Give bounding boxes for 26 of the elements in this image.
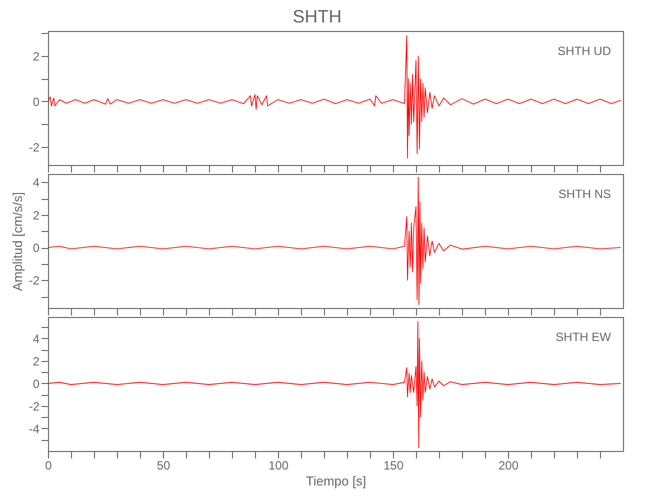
y-tick-label: -2 <box>28 140 40 154</box>
chart-title: SHTH <box>292 6 342 26</box>
y-tick-label: -4 <box>28 422 40 436</box>
y-tick-label: 0 <box>32 94 40 109</box>
y-tick-label: 2 <box>32 354 40 368</box>
y-axis-title: Amplitud [cm/s/s] <box>10 192 25 291</box>
line-series <box>48 35 622 159</box>
y-tick-label: -2 <box>28 274 40 288</box>
x-tick-label: 100 <box>268 458 289 472</box>
annotation: SHTH UD <box>558 44 612 58</box>
x-tick-label: 0 <box>45 458 52 472</box>
line-series <box>48 321 622 448</box>
y-tick-label: 4 <box>32 332 40 346</box>
line-series <box>48 176 622 306</box>
y-tick-label: 0 <box>32 376 40 391</box>
y-tick-label: -2 <box>28 399 40 414</box>
x-tick-label: 50 <box>156 458 170 472</box>
y-tick-label: 2 <box>32 208 40 222</box>
y-tick-label: 0 <box>32 241 40 256</box>
x-axis-title: Tiempo [s] <box>306 474 366 488</box>
x-tick-label: 150 <box>383 458 404 472</box>
y-tick-label: 4 <box>32 176 40 190</box>
annotation: SHTH NS <box>558 187 611 201</box>
y-tick-label: 2 <box>32 49 40 64</box>
annotation: SHTH EW <box>556 330 612 344</box>
x-tick-label: 200 <box>498 458 519 472</box>
